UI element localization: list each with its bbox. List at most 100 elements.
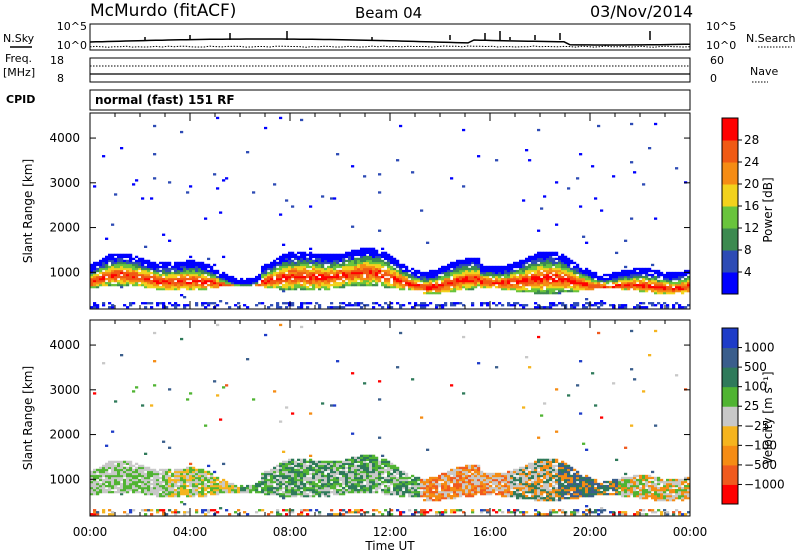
velocity-cell [333,460,337,464]
velocity-cell [390,468,394,472]
power-cell [585,277,589,281]
power-cell [522,267,526,271]
power-cell [666,285,670,289]
power-cell [489,273,493,277]
velocity-cell [384,470,388,474]
power-cell [681,279,685,283]
velocity-cell [141,470,145,474]
velocity-cell [129,488,133,492]
velocity-cell [285,460,289,464]
power-cell [162,279,166,283]
velocity-cell [489,474,493,478]
power-cell [345,259,349,263]
velocity-cell [387,486,391,490]
power-cell [528,289,532,293]
power-cell [354,281,358,285]
power-cell [537,267,541,271]
velocity-cell [339,513,343,516]
velocity-cell [222,480,226,484]
velocity-cell [222,486,226,490]
power-cell [309,269,313,273]
velocity-cell [291,458,295,462]
velocity-cell [216,323,220,327]
power-cell [366,247,370,251]
velocity-cell [516,468,520,472]
power-cell [327,259,331,263]
power-cell [204,281,208,285]
date-label: 03/Nov/2014 [590,2,693,21]
power-cell [381,281,385,285]
power-cell [651,285,655,289]
power-cell [312,255,316,259]
velocity-cell [471,494,475,498]
velocity-cell [375,478,379,482]
power-cell [396,259,400,263]
velocity-cell [273,478,277,482]
power-cell [108,306,112,309]
power-cell [684,283,688,287]
velocity-cell [408,482,412,486]
power-cell [177,285,181,289]
velocity-cell [162,480,166,484]
power-cell [642,285,646,289]
velocity-cell [108,490,112,494]
power-cell [540,283,544,287]
power-cell [642,275,646,279]
velocity-cell [474,480,478,484]
power-cell [399,275,403,279]
power-cell [480,273,484,277]
power-cell [669,283,673,287]
velocity-cell [150,470,154,474]
velocity-cell [339,482,343,486]
power-cell [579,269,583,273]
power-cell [474,265,478,269]
velocity-cell [174,513,178,516]
velocity-cell [267,482,271,486]
velocity-cell [297,464,301,468]
power-cell [171,285,175,289]
velocity-cell [387,466,391,470]
power-cell [411,279,415,283]
velocity-cell [486,486,490,490]
power-cell [210,279,214,283]
power-cell [300,287,304,291]
velocity-cell [471,466,475,470]
power-cell [675,275,679,279]
velocity-cell [111,474,115,478]
power-cell [597,275,601,279]
power-cell [414,277,418,281]
power-cell [339,281,343,285]
power-cell [180,277,184,281]
power-cell [138,259,142,263]
power-cell [450,283,454,287]
velocity-cell [423,513,427,516]
velocity-cell [411,484,415,488]
power-cell [351,304,355,307]
velocity-cell [294,468,298,472]
velocity-cell [495,478,499,482]
power-cell [552,251,556,255]
velocity-cell [378,398,382,401]
velocity-cell [129,478,133,482]
power-cell [354,265,358,269]
power-cell [384,257,388,261]
power-cell [624,304,628,307]
power-cell [438,277,442,281]
power-cell [558,285,562,289]
power-cell [453,261,457,265]
power-cell [228,277,232,281]
velocity-cell [102,511,106,514]
velocity-cell [435,490,439,494]
velocity-cell [192,494,196,498]
velocity-cell [312,460,316,464]
power-cell [369,275,373,279]
velocity-cell [447,478,451,482]
power-cell [363,175,367,178]
velocity-cell [345,474,349,478]
power-cell [312,259,316,263]
velocity-cell [354,464,358,468]
power-cell [273,273,277,277]
power-cell [435,289,439,293]
velocity-cell [444,472,448,476]
power-cell [195,273,199,277]
